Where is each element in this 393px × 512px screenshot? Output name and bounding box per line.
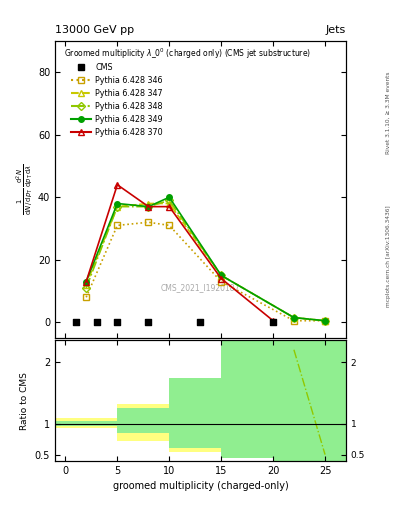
Text: Jets: Jets [325,25,346,35]
Text: Rivet 3.1.10, ≥ 3.3M events: Rivet 3.1.10, ≥ 3.3M events [386,71,391,154]
Text: 13000 GeV pp: 13000 GeV pp [55,25,134,35]
Point [197,318,204,326]
Y-axis label: Ratio to CMS: Ratio to CMS [20,372,29,430]
Point [114,318,121,326]
Text: Groomed multiplicity $\lambda\_0^0$ (charged only) (CMS jet substructure): Groomed multiplicity $\lambda\_0^0$ (cha… [64,47,311,61]
Legend: CMS, Pythia 6.428 346, Pythia 6.428 347, Pythia 6.428 348, Pythia 6.428 349, Pyt: CMS, Pythia 6.428 346, Pythia 6.428 347,… [68,60,166,140]
Point [145,318,152,326]
Point [73,318,79,326]
Y-axis label: $\frac{1}{\mathregular{d}N\,/\,\mathregular{d}p_\mathregular{T}}\,\frac{\mathreg: $\frac{1}{\mathregular{d}N\,/\,\mathregu… [14,163,35,216]
Text: mcplots.cern.ch [arXiv:1306.3436]: mcplots.cern.ch [arXiv:1306.3436] [386,205,391,307]
Point [270,318,276,326]
Point [94,318,100,326]
Text: CMS_2021_I1920187: CMS_2021_I1920187 [161,283,240,292]
X-axis label: groomed multiplicity (charged-only): groomed multiplicity (charged-only) [112,481,288,491]
